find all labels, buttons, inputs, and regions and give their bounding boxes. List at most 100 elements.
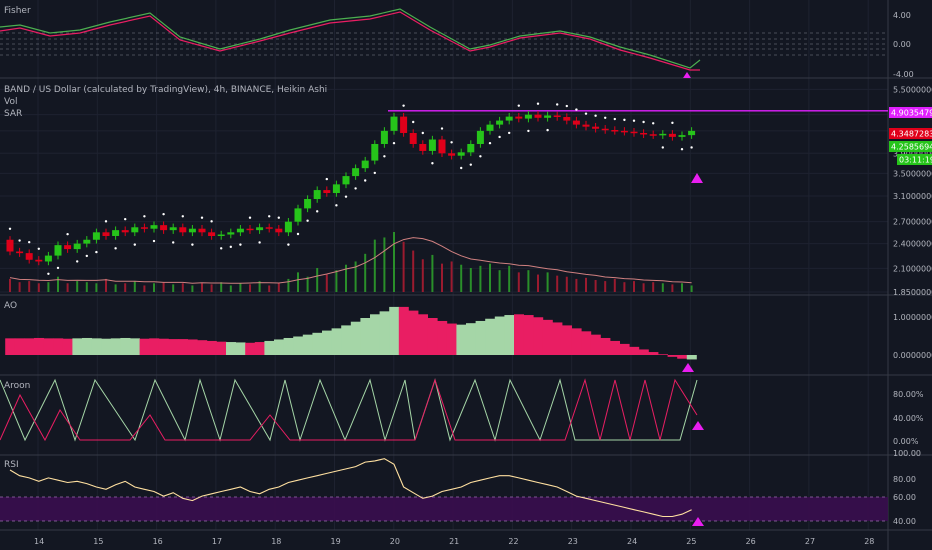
volume-bar [277,283,280,292]
ao-bar [456,324,467,355]
volume-bar [671,284,674,292]
candle-body [572,120,580,125]
ao-bar [293,336,304,355]
candle-body [505,116,513,121]
candle-body [563,117,571,121]
rsi-pane[interactable]: RSI 100.00 80.00 60.00 40.00 [0,449,921,526]
vol-label: Vol [4,97,17,107]
sar-dot [104,220,108,223]
ao-bar [638,349,649,355]
ao-bar [418,314,428,355]
volume-bar [594,280,597,292]
time-tick: 26 [746,537,756,546]
time-tick: 28 [864,537,874,546]
volume-bar [421,259,424,292]
ao-bar [533,317,544,355]
volume-bar [661,283,664,292]
candle-body [486,124,494,131]
aroon-pane[interactable]: Aroon 80.00% 40.00% 0.00% [0,378,924,446]
candle-body [304,199,312,209]
volume-bar [373,239,376,292]
fisher-pane[interactable]: Fisher 4.00 0.00 -4.00 [0,6,914,79]
time-tick: 19 [331,537,341,546]
candle-body [467,143,475,153]
ao-bar [226,342,236,355]
time-tick: 25 [686,537,696,546]
time-tick: 21 [449,537,459,546]
sar-dot [671,121,674,125]
candle-body [208,232,216,236]
sar-dot [162,212,165,216]
sar-dot [565,104,568,108]
candle-body [515,116,523,119]
ao-bar [331,328,342,355]
ao-bar [139,338,150,355]
sar-dot [191,243,194,246]
sar-dot [594,114,597,117]
candle-body [649,134,657,136]
price-pane[interactable]: BAND / US Dollar (calculated by TradingV… [4,85,932,297]
ao-bar [360,318,371,355]
sar-dot [613,117,616,121]
ao-bar [350,321,361,355]
sar-dot [239,243,242,246]
ao-bar [34,337,44,355]
ao-bar [370,314,380,355]
candle-body [44,255,52,262]
aroon-tick: 0.00% [893,437,919,446]
volume-bar [47,282,50,292]
volume-bar [450,261,453,292]
volume-bar [325,274,328,292]
sar-dot [37,247,40,250]
ao-bar [514,314,524,355]
volume-bar [335,270,338,292]
candle-body [227,232,235,235]
time-axis[interactable]: 14 15 16 17 18 19 20 21 22 23 24 25 26 27 28 [34,537,874,546]
ao-tick: 0.00000000 [893,351,932,360]
ao-bar [648,352,659,355]
time-tick: 15 [93,537,103,546]
ao-bar [504,315,515,355]
candle-body [592,126,600,129]
candle-body [457,152,465,156]
sar-dot [95,250,98,254]
sar-dot [248,216,252,219]
sar-dot [623,118,626,122]
volume-bar [306,276,309,292]
volume-bar [287,278,290,292]
candle-body [678,135,686,137]
sar-dot [152,239,156,243]
sar-dot [469,163,472,166]
ao-pane[interactable]: AO 1.00000000 0.00000000 [4,301,932,372]
fisher-signal-marker [683,72,691,78]
sar-dot [133,243,136,246]
volume-bars [9,232,693,292]
volume-bar [268,285,271,292]
price-tick: 3.1000000 [893,192,932,201]
sar-dot [584,112,588,115]
sar-dot [316,210,319,213]
sar-dot [517,104,520,107]
ao-tick: 1.00000000 [893,313,932,322]
sar-dot [306,219,309,222]
ao-bar [43,338,54,355]
candle-body [400,116,408,133]
candle-body [361,160,369,169]
candle-body [284,221,292,233]
volume-bar [431,254,434,292]
volume-bar [66,283,69,292]
candle-body [160,225,168,231]
volume-bar [124,283,127,292]
sar-dot [28,240,31,244]
candle-body [390,116,398,131]
sar-dot [200,216,204,219]
ao-bar [658,354,668,355]
volume-bar [393,232,395,292]
ao-bar [581,331,592,355]
ao-bar [677,355,688,359]
ao-signal-marker [682,363,694,372]
ao-bar [168,339,179,355]
ao-bar [216,341,227,355]
